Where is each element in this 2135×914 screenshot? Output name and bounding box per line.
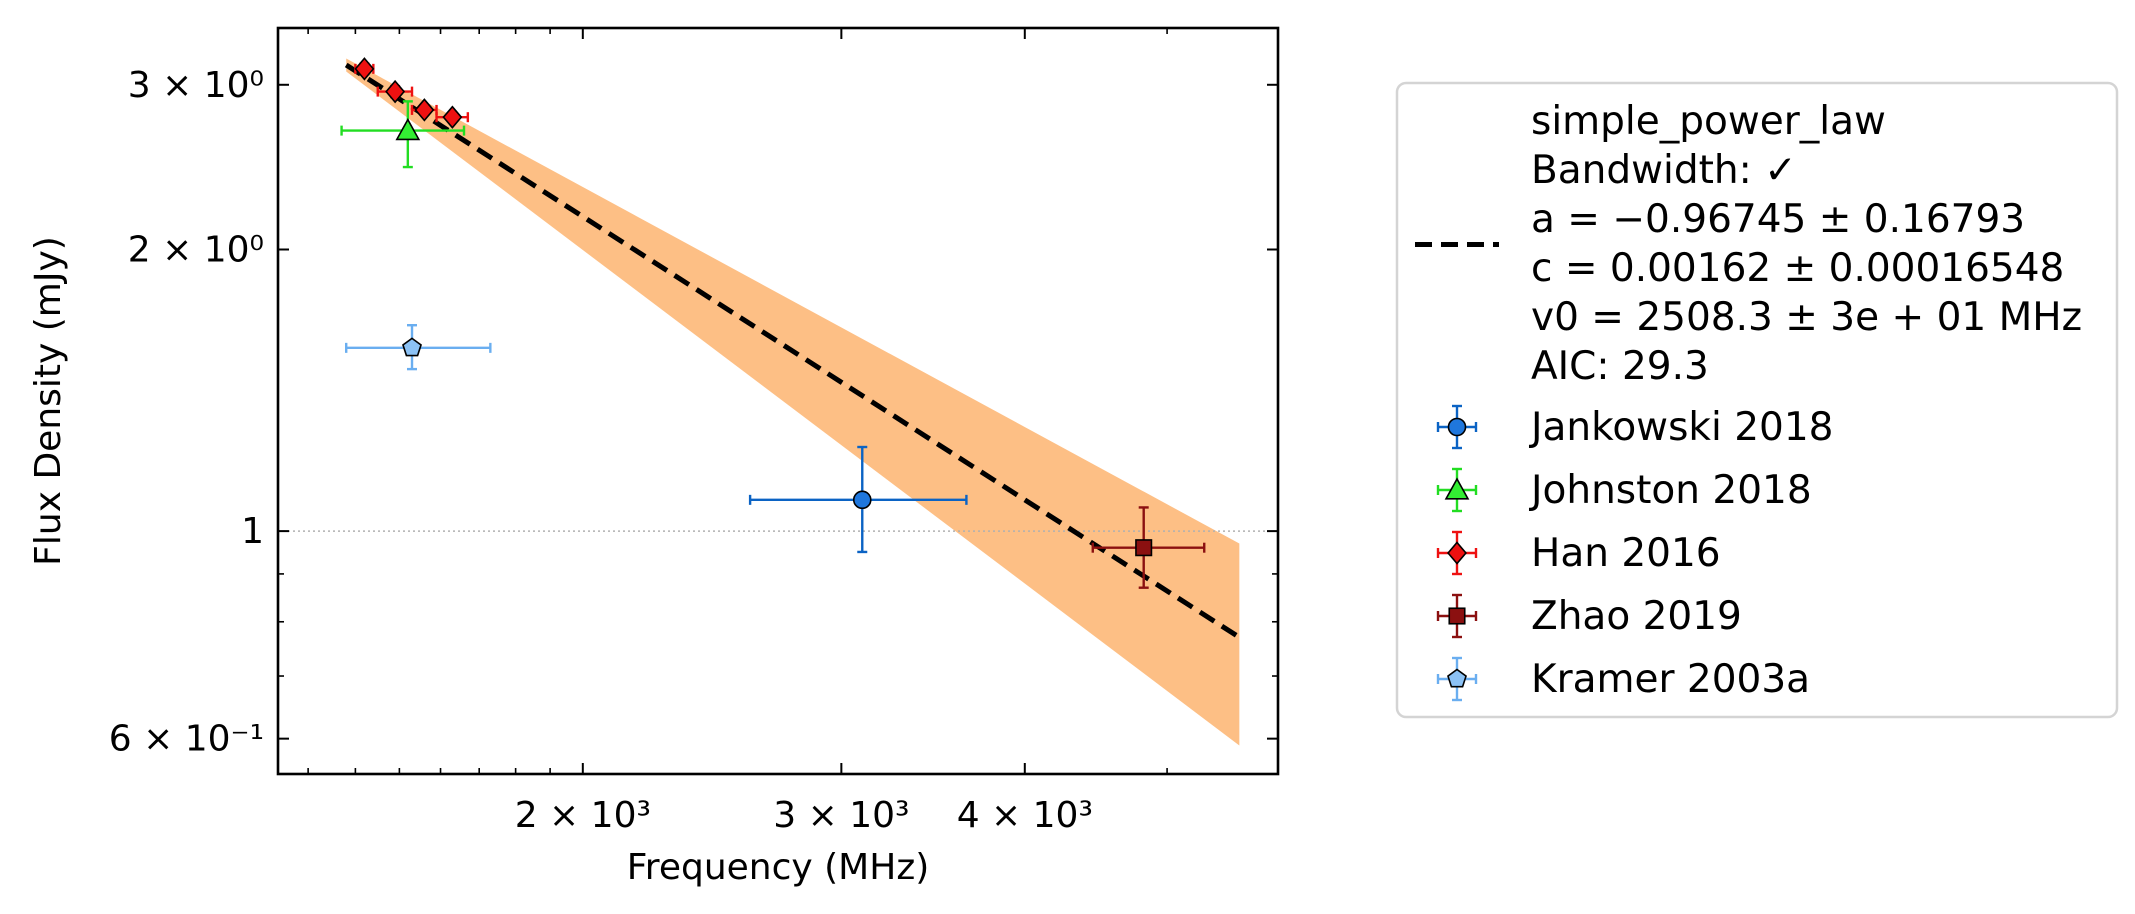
fit-uncertainty-band [346, 58, 1240, 746]
legend-zhao-2019-label: Zhao 2019 [1531, 594, 1742, 639]
han-2016-point-1-marker [385, 79, 406, 104]
legend-zhao-2019-marker [1448, 607, 1466, 625]
y-tick-label: 2 × 10⁰ [128, 230, 264, 271]
legend-series-entries: Jankowski 2018 Johnston 2018 Han 2016 Zhao … [1436, 404, 1833, 702]
y-tick-label: 3 × 10⁰ [128, 65, 264, 106]
legend-fit-text-line: simple_power_law [1531, 99, 1886, 144]
johnston-2018-point-0-marker [395, 117, 421, 141]
plot-frame [276, 26, 1280, 776]
x-axis-label: Frequency (MHz) [627, 847, 930, 888]
legend-jankowski-2018-label: Jankowski 2018 [1528, 405, 1833, 450]
legend-kramer-2003a-marker [1447, 668, 1467, 688]
legend-jankowski-2018-marker [1447, 417, 1467, 437]
legend-fit-text-line: c = 0.00162 ± 0.00016548 [1531, 246, 2064, 291]
fit-uncertainty-band-layer [346, 58, 1240, 746]
legend-fit-text-line: AIC: 29.3 [1531, 344, 1709, 389]
han-2016-point-0-marker [354, 57, 375, 81]
jankowski-2018-point-0-marker [852, 490, 872, 510]
plot-area [276, 26, 1280, 776]
legend-johnston-2018-marker [1444, 477, 1470, 500]
legend-han-2016-label: Han 2016 [1531, 531, 1721, 576]
zhao-2019-point-0-marker [1135, 539, 1153, 557]
x-tick-label: 2 × 10³ [515, 795, 651, 836]
plot-background [278, 28, 1278, 774]
y-axis-label: Flux Density (mJy) [28, 236, 69, 566]
y-tick-label: 6 × 10⁻¹ [109, 719, 264, 760]
legend-han-2016-marker [1447, 541, 1467, 565]
marker-layer [354, 57, 1153, 557]
han-2016-point-2-marker [414, 98, 435, 122]
legend-johnston-2018-label: Johnston 2018 [1528, 468, 1812, 513]
kramer-2003a-point-0-marker [402, 337, 422, 357]
y-tick-label: 1 [241, 511, 264, 552]
legend-fit-text-line: v0 = 2508.3 ± 3e + 01 MHz [1531, 295, 2082, 340]
x-tick-label: 3 × 10³ [773, 795, 909, 836]
x-tick-label: 4 × 10³ [957, 795, 1093, 836]
legend-kramer-2003a-label: Kramer 2003a [1531, 657, 1810, 702]
fit-line [344, 62, 1241, 640]
fit-line-layer [344, 62, 1241, 640]
legend-box [1395, 81, 2119, 719]
tick-label-layer: 2 × 10³ 3 × 10³ 4 × 10³ 6 × 10⁻¹ 1 2 × 10⁰ 3 ×… [109, 65, 1093, 836]
legend-fit-text-line: a = −0.96745 ± 0.16793 [1531, 197, 2025, 242]
han-2016-point-3-marker [442, 105, 463, 129]
legend-fit-text-line: Bandwidth: ✓ [1531, 148, 1797, 193]
